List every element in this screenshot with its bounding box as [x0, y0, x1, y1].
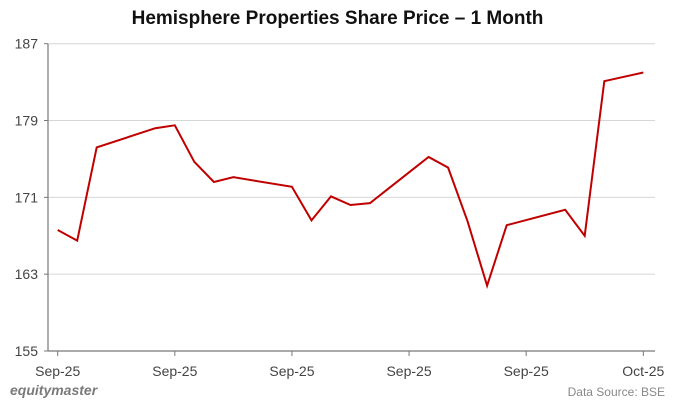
price-line	[57, 71, 644, 290]
x-tick-label: Sep-25	[35, 363, 80, 379]
x-tick-label: Oct-25	[622, 363, 664, 379]
equitymaster-logo: equitymaster	[10, 382, 98, 398]
x-tick-label: Sep-25	[152, 363, 197, 379]
y-tick-label: 163	[15, 266, 39, 282]
data-source-note: Data Source: BSE	[567, 385, 665, 399]
x-tick-label: Sep-25	[504, 363, 549, 379]
x-tick-label: Sep-25	[269, 363, 314, 379]
y-tick-label: 171	[15, 189, 39, 205]
y-tick-label: 155	[15, 343, 39, 359]
chart-title: Hemisphere Properties Share Price – 1 Mo…	[131, 8, 544, 29]
x-tick-label: Sep-25	[386, 363, 431, 379]
y-tick-label: 179	[15, 113, 39, 129]
y-tick-label: 187	[15, 36, 39, 52]
